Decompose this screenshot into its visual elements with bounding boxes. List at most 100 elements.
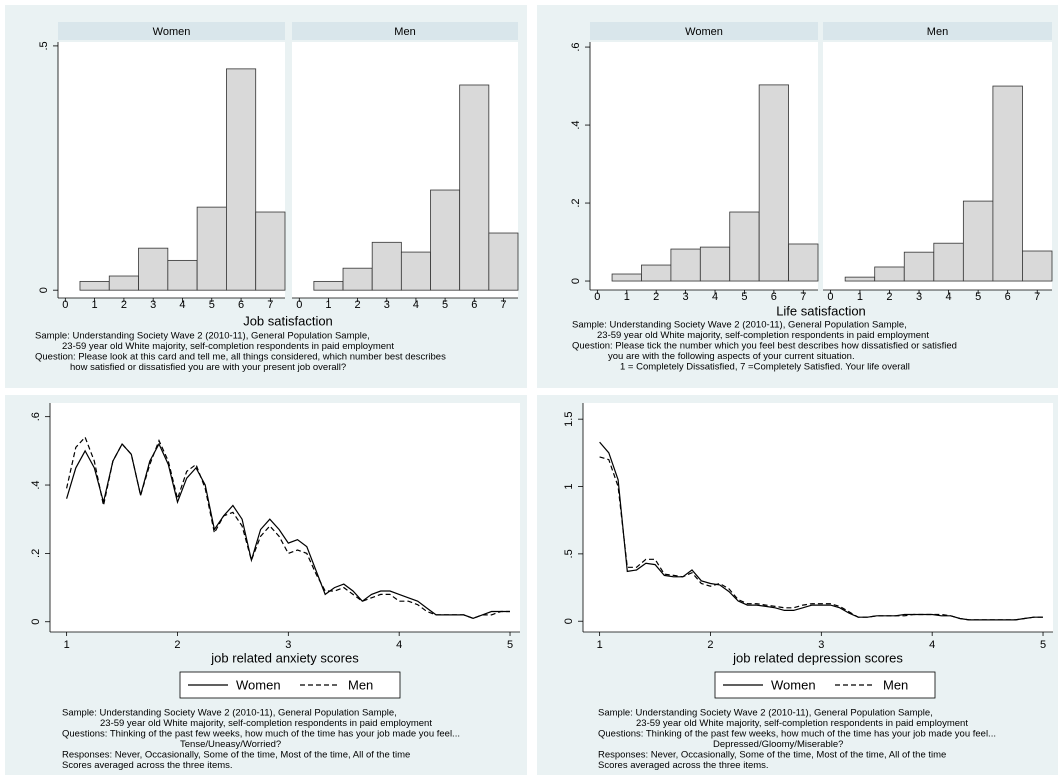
note: Scores averaged across the three items. [598, 760, 769, 771]
bar [903, 251, 935, 282]
facet-title: Men [927, 26, 948, 38]
x-tick-label: 4 [179, 299, 185, 311]
y-tick-label: 0 [563, 618, 575, 624]
bar [844, 276, 876, 282]
x-tick-label: 4 [946, 291, 952, 303]
bar [729, 211, 760, 282]
bar [1022, 250, 1053, 282]
facet-title: Women [685, 26, 723, 38]
bar [167, 259, 198, 291]
note: Responses: Never, Occasionally, Some of … [598, 750, 946, 761]
y-tick-label: 0 [570, 278, 582, 284]
bar [992, 85, 1023, 282]
y-tick-label: .6 [30, 412, 42, 421]
bar [108, 275, 139, 291]
x-tick-label: 2 [174, 639, 180, 651]
facet-title: Women [153, 26, 191, 38]
bar [430, 189, 461, 291]
bar [226, 68, 257, 291]
facet-header [590, 22, 818, 40]
x-tick-label: 5 [1040, 639, 1046, 651]
x-tick-label: 6 [1005, 291, 1011, 303]
plot-area [50, 403, 520, 632]
x-tick-label: 2 [355, 299, 361, 311]
note: Sample: Understanding Society Wave 2 (20… [572, 320, 907, 331]
note: 1 = Completely Dissatisfied, 7 =Complete… [620, 362, 910, 373]
x-tick-label: 1 [857, 291, 863, 303]
x-tick-label: 3 [683, 291, 689, 303]
line [599, 456, 1043, 621]
y-tick-label: .4 [30, 480, 42, 489]
note: 23-59 year old White majority, self-comp… [100, 718, 432, 729]
x-tick-label: 2 [121, 299, 127, 311]
note: Sample: Understanding Society Wave 2 (20… [62, 708, 397, 719]
y-tick-label: 0 [38, 287, 50, 293]
x-tick-label: 7 [1034, 291, 1040, 303]
note: Responses: Never, Occasionally, Some of … [62, 750, 410, 761]
y-tick-label: 1 [563, 483, 575, 489]
x-tick-label: 0 [296, 299, 302, 311]
x-tick-label: 6 [238, 299, 244, 311]
y-tick-label: .2 [570, 198, 582, 207]
x-tick-label: 4 [413, 299, 419, 311]
y-tick-label: .5 [38, 41, 50, 50]
bar [641, 264, 672, 282]
x-tick-label: 7 [800, 291, 806, 303]
x-tick-label: 7 [500, 299, 506, 311]
y-tick-label: .2 [30, 549, 42, 558]
bar [138, 247, 169, 291]
y-tick-label: .4 [570, 120, 582, 129]
bar [79, 280, 110, 291]
x-tick-label: 5 [442, 299, 448, 311]
note: Sample: Understanding Society Wave 2 (20… [598, 708, 933, 719]
bar [962, 200, 994, 282]
x-tick-label: 4 [396, 639, 402, 651]
bar [342, 267, 373, 291]
x-tick-label: 0 [827, 291, 833, 303]
x-tick-label: 5 [975, 291, 981, 303]
x-tick-label: 1 [624, 291, 630, 303]
x-axis-title: Life satisfaction [776, 303, 866, 318]
x-axis-title: job related anxiety scores [210, 650, 359, 665]
x-tick-label: 4 [929, 639, 935, 651]
plot-area [583, 403, 1053, 632]
x-tick-label: 6 [471, 299, 477, 311]
x-tick-label: 3 [150, 299, 156, 311]
y-tick-label: .5 [563, 549, 575, 558]
legend-label: Women [236, 677, 281, 692]
line [66, 436, 510, 619]
note: 23-59 year old White majority, self-comp… [597, 330, 929, 341]
facet-header [58, 22, 285, 40]
x-tick-label: 7 [267, 299, 273, 311]
x-tick-label: 2 [707, 639, 713, 651]
x-axis-title: job related depression scores [732, 650, 903, 665]
x-tick-label: 4 [712, 291, 718, 303]
bar [788, 243, 819, 282]
bar [699, 246, 731, 282]
x-tick-label: 0 [594, 291, 600, 303]
x-tick-label: 5 [507, 639, 513, 651]
note: Questions: Thinking of the past few week… [598, 729, 996, 740]
x-axis-title: Job satisfaction [243, 313, 333, 328]
legend-label: Men [348, 677, 373, 692]
bar [255, 211, 286, 291]
note: Sample: Understanding Society Wave 2 (20… [35, 331, 370, 342]
bar [459, 84, 490, 291]
y-tick-label: 0 [30, 619, 42, 625]
y-tick-label: 1.5 [563, 412, 575, 427]
x-tick-label: 0 [62, 299, 68, 311]
note: Tense/Uneasy/Worried? [180, 739, 281, 750]
bar [196, 206, 227, 291]
bar [933, 242, 964, 282]
x-tick-label: 5 [741, 291, 747, 303]
note: 23-59 year old White majority, self-comp… [62, 341, 394, 352]
x-tick-label: 6 [771, 291, 777, 303]
x-tick-label: 3 [818, 639, 824, 651]
x-tick-label: 1 [64, 639, 70, 651]
facet-title: Men [394, 26, 415, 38]
bar [611, 273, 642, 282]
legend-label: Women [771, 677, 816, 692]
note: Question: Please look at this card and t… [35, 352, 446, 363]
bar [400, 251, 431, 291]
